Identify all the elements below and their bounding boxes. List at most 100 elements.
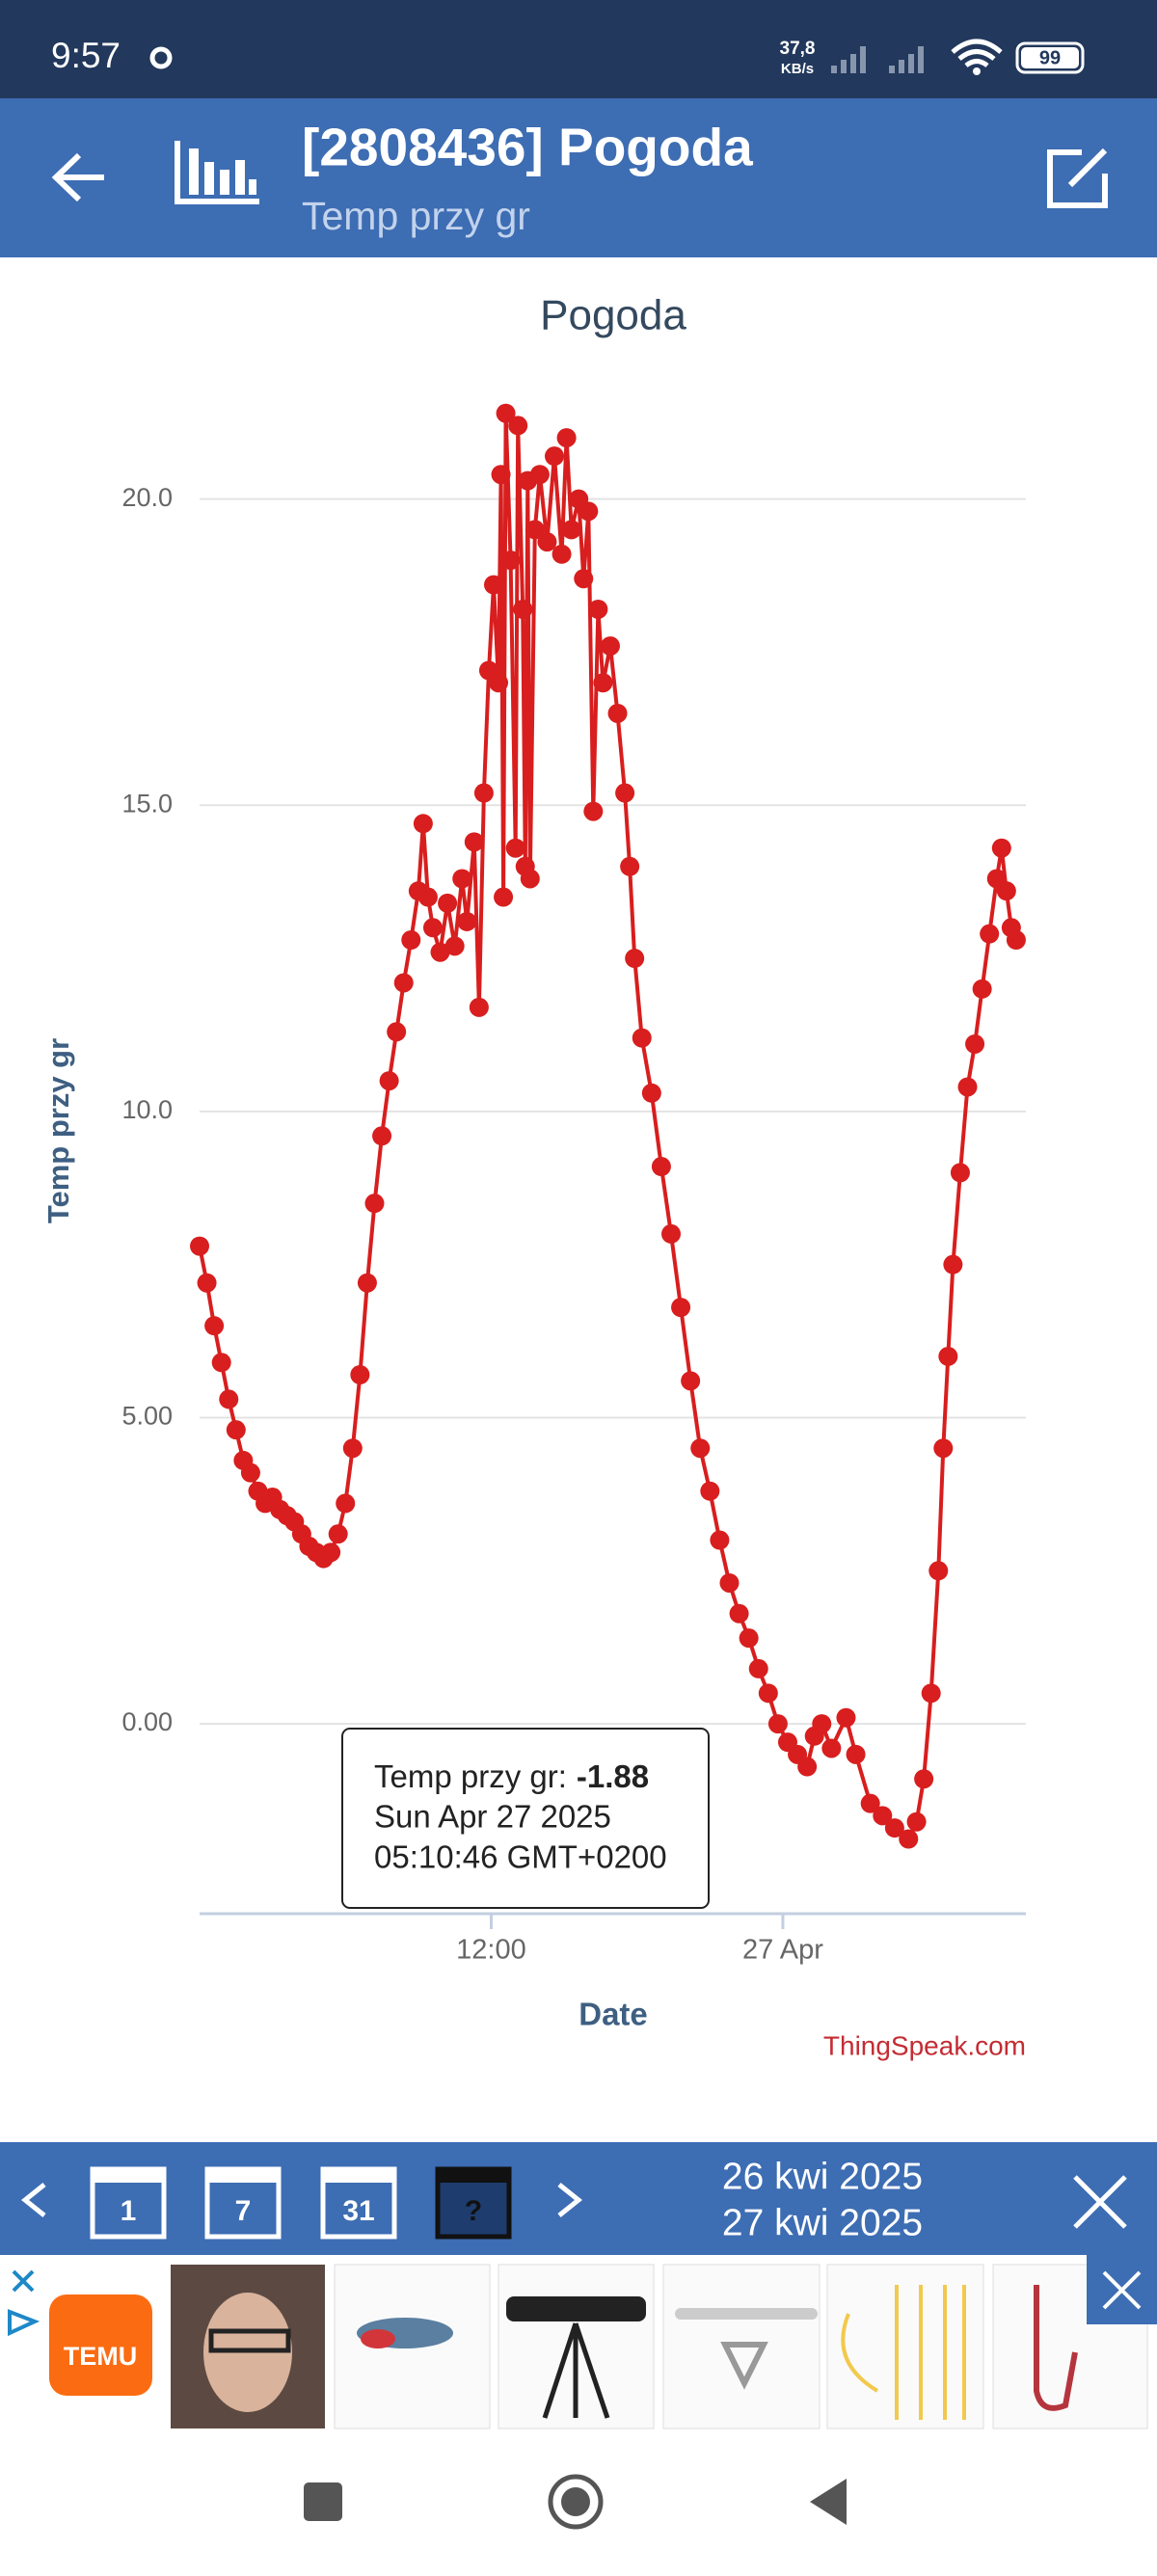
data-point xyxy=(464,832,484,852)
data-point xyxy=(483,575,503,595)
data-point xyxy=(748,1658,768,1678)
data-point xyxy=(417,887,438,907)
status-speed: 37,8 xyxy=(780,39,816,59)
nav-back[interactable] xyxy=(810,2479,847,2525)
y-tick-label: 5.00 xyxy=(121,1402,173,1431)
x-tick-label: 27 Apr xyxy=(742,1935,823,1966)
data-point xyxy=(651,1157,671,1177)
calendar-label: 7 xyxy=(235,2195,252,2227)
series-line xyxy=(198,413,1018,1842)
y-axis-title: Temp przy gr xyxy=(41,1038,75,1223)
data-point xyxy=(719,1572,740,1593)
data-point xyxy=(943,1254,963,1275)
data-point xyxy=(950,1163,970,1183)
data-point xyxy=(364,1194,385,1214)
x-axis-title: Date xyxy=(578,1997,648,2032)
data-point xyxy=(545,446,565,467)
data-point xyxy=(965,1033,985,1054)
data-point xyxy=(767,1714,788,1734)
prev-button[interactable] xyxy=(20,2183,46,2217)
close-button[interactable] xyxy=(1073,2175,1127,2229)
data-point xyxy=(473,783,494,803)
y-tick-label: 20.0 xyxy=(121,483,173,512)
data-point xyxy=(739,1628,759,1649)
data-point xyxy=(700,1481,720,1501)
data-point xyxy=(204,1316,225,1336)
y-tick-label: 15.0 xyxy=(121,789,173,818)
data-point xyxy=(671,1298,691,1318)
ad-close-x xyxy=(1102,2270,1142,2310)
edit-button[interactable] xyxy=(1047,148,1108,208)
data-point xyxy=(357,1273,377,1293)
data-point xyxy=(438,893,458,913)
data-point xyxy=(957,1077,978,1097)
y-tick-label: 10.0 xyxy=(121,1095,173,1124)
data-point xyxy=(588,599,608,619)
data-point xyxy=(860,1793,880,1813)
data-point xyxy=(821,1738,842,1758)
data-point xyxy=(933,1438,954,1459)
battery-text: 99 xyxy=(1039,47,1061,68)
x-tick-label: 12:00 xyxy=(456,1935,526,1966)
calendar-buttons: 1 7 31? xyxy=(90,2166,512,2240)
data-point xyxy=(469,997,489,1017)
calendar-label: 1 xyxy=(121,2195,137,2227)
calendar-label: 31 xyxy=(342,2195,374,2227)
data-point xyxy=(379,1071,399,1091)
data-point xyxy=(873,1806,893,1826)
data-point xyxy=(938,1346,958,1366)
temu-logo xyxy=(49,2294,152,2396)
data-point xyxy=(240,1462,260,1483)
data-point xyxy=(846,1744,866,1764)
data-point xyxy=(836,1707,856,1728)
data-point xyxy=(491,465,511,485)
app-title: [2808436] Pogoda xyxy=(302,118,753,177)
data-point xyxy=(625,949,645,969)
data-point xyxy=(226,1420,246,1440)
data-point xyxy=(660,1223,681,1244)
tooltip-box xyxy=(341,1728,710,1909)
ad-close-small[interactable] xyxy=(12,2269,35,2293)
status-speed-unit: KB/s xyxy=(781,61,814,77)
data-point xyxy=(197,1273,217,1293)
nav-home[interactable] xyxy=(548,2474,604,2530)
tooltip-time: 05:10:46 GMT+0200 xyxy=(374,1839,667,1875)
data-point xyxy=(632,1028,652,1048)
nav-home-dot xyxy=(561,2487,590,2516)
data-point xyxy=(797,1757,818,1777)
data-point xyxy=(561,520,581,540)
tooltip-value: -1.88 xyxy=(577,1758,649,1794)
data-point xyxy=(494,887,514,907)
data-point xyxy=(996,881,1016,901)
tooltip-label: Temp przy gr: xyxy=(374,1758,567,1794)
ad-choices[interactable] xyxy=(8,2309,40,2337)
data-point xyxy=(928,1561,949,1581)
next-button[interactable] xyxy=(557,2183,583,2217)
data-point xyxy=(525,520,545,540)
tooltip-line: Temp przy gr: -1.88 xyxy=(374,1758,649,1794)
data-point xyxy=(505,838,525,858)
data-point xyxy=(336,1493,356,1514)
data-point xyxy=(219,1389,239,1409)
data-point xyxy=(615,783,635,803)
app-icon xyxy=(175,141,259,204)
data-point xyxy=(914,1769,934,1789)
data-point xyxy=(593,673,613,693)
app-subtitle: Temp przy gr xyxy=(302,194,530,238)
data-point xyxy=(600,636,620,657)
data-point xyxy=(422,918,443,938)
data-point xyxy=(972,979,992,999)
data-point xyxy=(520,869,540,889)
y-tick-label: 0.00 xyxy=(121,1707,173,1736)
data-point xyxy=(991,838,1011,858)
status-time: 9:57 xyxy=(51,36,121,75)
data-point xyxy=(884,1818,904,1838)
data-point xyxy=(496,403,516,423)
data-point xyxy=(413,814,433,834)
nav-recents[interactable] xyxy=(304,2482,342,2521)
data-point xyxy=(906,1811,927,1832)
date-from: 26 kwi 2025 xyxy=(722,2156,923,2197)
data-point xyxy=(387,1022,407,1042)
back-button[interactable] xyxy=(51,152,104,202)
